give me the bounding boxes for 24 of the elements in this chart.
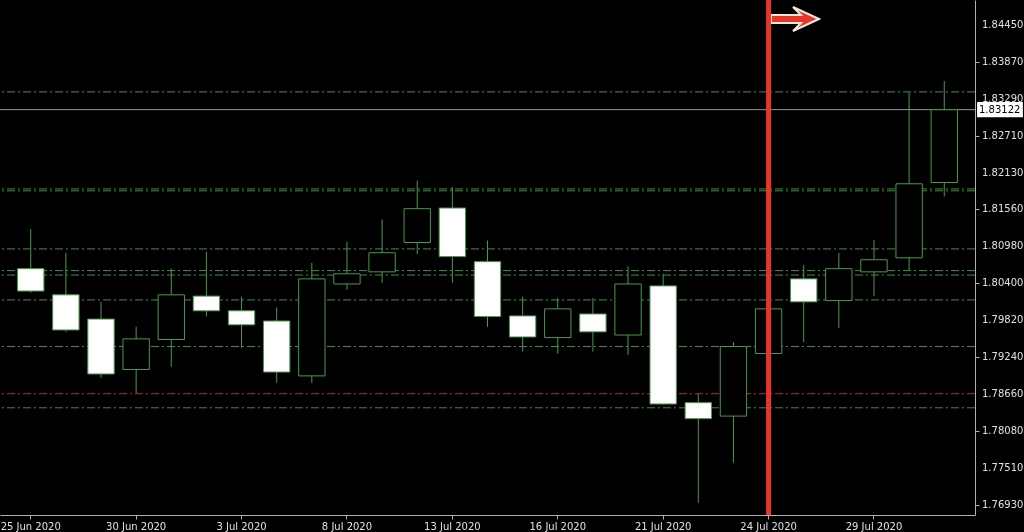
- x-tick-label: 24 Jul 2020: [740, 520, 797, 532]
- y-tick-label: 1.84450: [982, 18, 1024, 30]
- x-tick-label: 13 Jul 2020: [424, 520, 481, 532]
- y-tick-label: 1.81560: [982, 203, 1024, 215]
- y-tick-label: 1.82710: [982, 129, 1024, 141]
- y-tick-label: 1.80400: [982, 277, 1024, 289]
- x-tick-label: 21 Jul 2020: [634, 520, 692, 532]
- x-tick-label: 8 Jul 2020: [321, 520, 373, 532]
- y-tick-label: 1.78080: [982, 425, 1024, 437]
- x-tick-label: 25 Jun 2020: [0, 520, 61, 532]
- y-tick-label: 1.76930: [982, 498, 1024, 510]
- y-tick-label: 1.78660: [982, 388, 1024, 400]
- x-tick-label: 16 Jul 2020: [529, 520, 587, 532]
- ref-line-label: 1.83122: [979, 103, 1021, 115]
- y-tick-label: 1.83870: [982, 55, 1024, 67]
- y-tick-label: 1.83290: [982, 92, 1024, 104]
- y-tick-label: 1.80980: [982, 240, 1024, 252]
- x-tick-label: 29 Jul 2020: [845, 520, 903, 532]
- y-tick-label: 1.79240: [982, 351, 1024, 363]
- y-tick-label: 1.82130: [982, 166, 1024, 178]
- x-tick-label: 30 Jun 2020: [106, 520, 167, 532]
- x-tick-label: 3 Jul 2020: [216, 520, 267, 532]
- y-tick-label: 1.79820: [982, 314, 1024, 326]
- y-tick-label: 1.77510: [982, 461, 1024, 473]
